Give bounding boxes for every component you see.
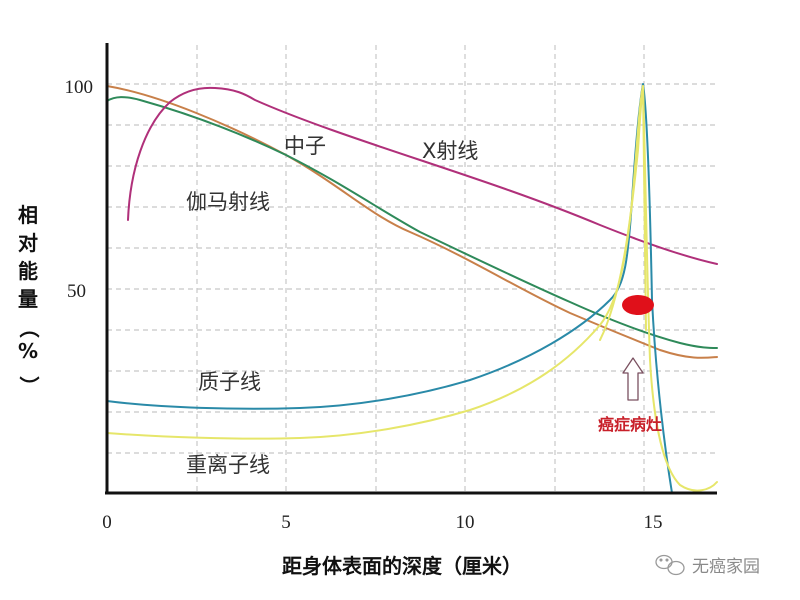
label-gamma: 伽马射线 (186, 190, 270, 214)
curve-neutron (106, 85, 718, 359)
up-arrow-icon (622, 357, 644, 401)
x-tick-15: 15 (644, 512, 663, 533)
svg-text:（: （ (17, 318, 41, 338)
svg-text:量: 量 (18, 287, 38, 311)
curves (106, 83, 718, 494)
svg-text:对: 对 (18, 231, 38, 255)
axes (105, 43, 717, 495)
watermark: 无癌家园 (655, 554, 760, 577)
label-proton: 质子线 (198, 370, 261, 394)
svg-text:能: 能 (18, 259, 38, 283)
label-xray: X射线 (422, 139, 478, 163)
grid-vertical (196, 45, 645, 493)
y-axis-title: 相 对 能 量 （ % ） (17, 203, 41, 396)
label-heavy-ion: 重离子线 (186, 453, 270, 477)
x-axis-title: 距身体表面的深度（厘米） (282, 554, 522, 578)
label-neutron: 中子 (284, 134, 326, 158)
x-tick-5: 5 (281, 512, 291, 533)
curve-proton (106, 83, 673, 494)
svg-text:%: % (18, 339, 38, 363)
x-tick-10: 10 (456, 512, 475, 533)
curve-heavy-ion-inner (599, 85, 647, 341)
y-tick-50: 50 (67, 281, 86, 302)
curve-xray (127, 86, 718, 265)
svg-text:相: 相 (18, 203, 38, 227)
tumor-marker (622, 295, 654, 315)
tumor-label: 癌症病灶 (598, 415, 662, 434)
svg-text:）: ） (17, 376, 41, 396)
curve-gamma (106, 96, 718, 349)
svg-text:无癌家园: 无癌家园 (692, 557, 760, 577)
grid-horizontal (107, 83, 717, 454)
y-tick-100: 100 (65, 77, 94, 98)
x-tick-0: 0 (102, 512, 112, 533)
wechat-icon (655, 554, 685, 576)
